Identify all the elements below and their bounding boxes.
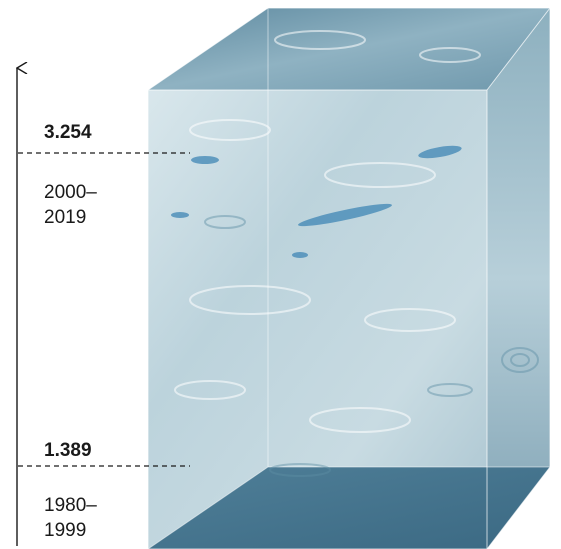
cube-edges [147, 7, 551, 549]
cube-top-face [148, 8, 550, 90]
water-swirls [174, 30, 481, 433]
period-label-bottom-line1: 1980– [44, 495, 97, 516]
water-shadows [204, 215, 539, 477]
period-label-bottom-line2: 1999 [44, 520, 87, 541]
cube-side-face [487, 8, 550, 549]
water-ripples [171, 145, 462, 258]
level-value-bottom: 1.389 [44, 440, 92, 461]
period-label-top-line1: 2000– [44, 182, 97, 203]
cube-back-edges [147, 8, 550, 549]
level-value-top: 3.254 [44, 122, 92, 143]
period-label-top-line2: 2019 [44, 207, 87, 228]
cube-bottom-water [148, 467, 550, 549]
